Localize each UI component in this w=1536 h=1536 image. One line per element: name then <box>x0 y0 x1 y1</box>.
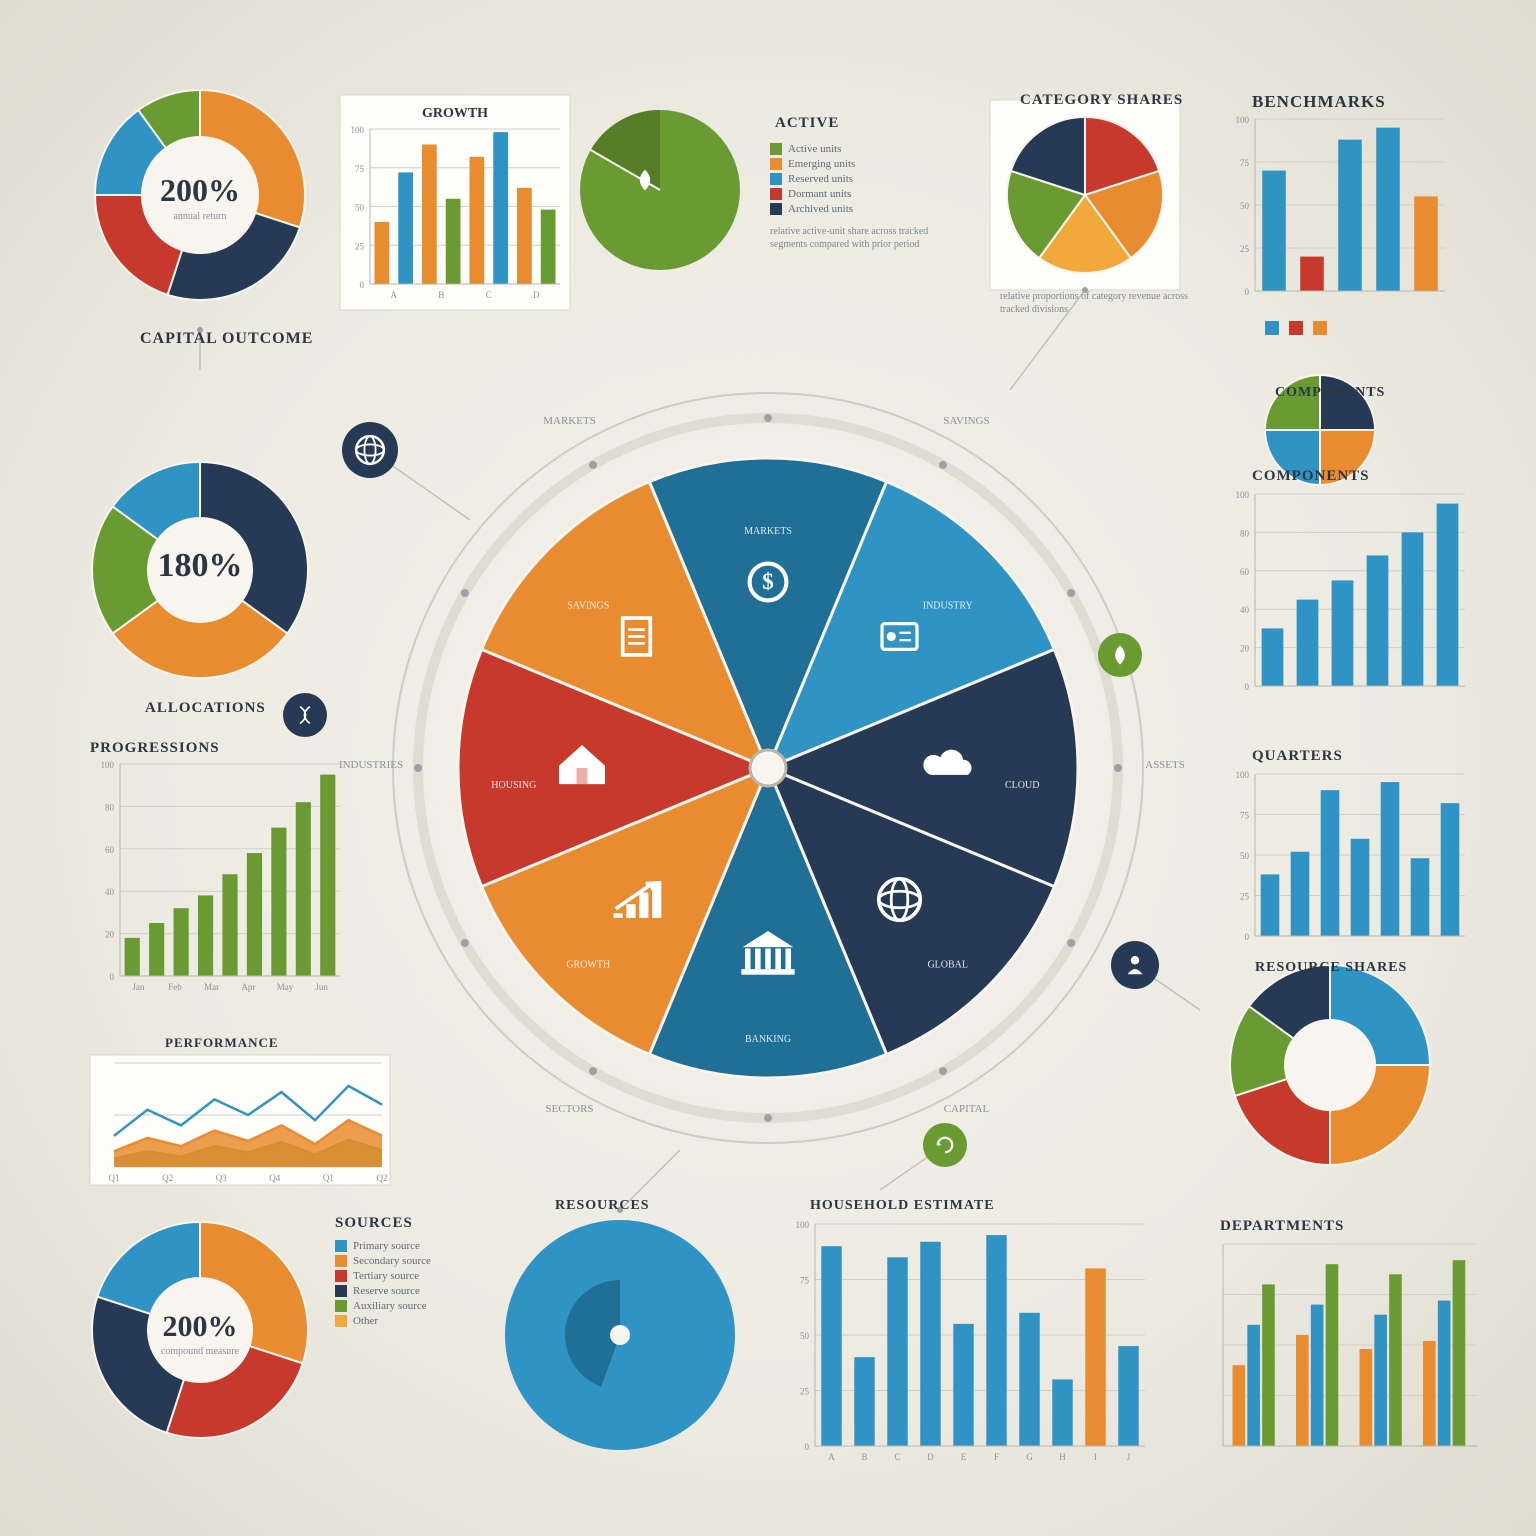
svg-text:20: 20 <box>105 930 115 940</box>
svg-text:75: 75 <box>1240 811 1250 821</box>
svg-text:20: 20 <box>1240 644 1250 654</box>
svg-text:HOUSING: HOUSING <box>491 780 536 791</box>
svg-text:GLOBAL: GLOBAL <box>927 960 968 971</box>
svg-text:100: 100 <box>351 125 365 135</box>
legend-title: SOURCES <box>335 1215 431 1232</box>
dashboard-infographic: HOUSING SAVINGS $ MARKETS INDUSTRY CLOUD GLOBA… <box>0 0 1536 1536</box>
svg-text:D: D <box>927 1452 934 1462</box>
donut-tl-caption: CAPITAL OUTCOME <box>140 330 313 348</box>
svg-text:0: 0 <box>1245 682 1250 692</box>
line-caption: PERFORMANCE <box>165 1035 279 1051</box>
svg-text:200%: 200% <box>160 172 240 208</box>
svg-text:25: 25 <box>1240 244 1250 254</box>
bars-bm-title: HOUSEHOLD ESTIMATE <box>810 1198 995 1214</box>
svg-text:60: 60 <box>105 845 115 855</box>
svg-text:B: B <box>438 290 444 300</box>
svg-text:F: F <box>994 1452 999 1462</box>
svg-text:0: 0 <box>1245 287 1250 297</box>
svg-text:Q2: Q2 <box>377 1173 388 1183</box>
pie-green-legend: Active unitsEmerging unitsReserved units… <box>770 140 940 251</box>
svg-text:MARKETS: MARKETS <box>543 415 596 427</box>
svg-text:0: 0 <box>360 280 365 290</box>
svg-text:SECTORS: SECTORS <box>545 1103 593 1115</box>
svg-text:25: 25 <box>1240 892 1250 902</box>
svg-text:50: 50 <box>355 203 365 213</box>
svg-text:100: 100 <box>796 1220 810 1230</box>
svg-text:40: 40 <box>1240 605 1250 615</box>
svg-text:50: 50 <box>800 1331 810 1341</box>
donut-br-caption: RESOURCE SHARES <box>1255 960 1407 976</box>
svg-text:B: B <box>861 1452 867 1462</box>
bars-green-title: PROGRESSIONS <box>90 740 220 757</box>
svg-text:SAVINGS: SAVINGS <box>567 600 609 611</box>
pie-right-caption: COMPONENTS <box>1275 385 1385 401</box>
svg-text:Mar: Mar <box>204 982 219 992</box>
svg-text:0: 0 <box>110 972 115 982</box>
svg-text:60: 60 <box>1240 567 1250 577</box>
svg-text:0: 0 <box>1245 932 1250 942</box>
svg-text:C: C <box>486 290 492 300</box>
svg-text:compound measure: compound measure <box>161 1346 240 1357</box>
svg-canvas: HOUSING SAVINGS $ MARKETS INDUSTRY CLOUD GLOBA… <box>0 0 1536 1536</box>
svg-text:50: 50 <box>1240 851 1250 861</box>
svg-text:GROWTH: GROWTH <box>566 960 610 971</box>
svg-text:100: 100 <box>1236 490 1250 500</box>
svg-text:100: 100 <box>1236 115 1250 125</box>
svg-text:Q4: Q4 <box>269 1173 280 1183</box>
svg-text:25: 25 <box>355 241 365 251</box>
svg-text:E: E <box>961 1452 967 1462</box>
svg-text:INDUSTRY: INDUSTRY <box>923 600 973 611</box>
svg-text:Apr: Apr <box>241 982 255 992</box>
svg-text:G: G <box>1026 1452 1033 1462</box>
bars-r1-title: COMPONENTS <box>1252 468 1370 485</box>
svg-text:CAPITAL: CAPITAL <box>944 1103 990 1115</box>
svg-text:MARKETS: MARKETS <box>744 526 792 537</box>
svg-text:A: A <box>828 1452 835 1462</box>
svg-text:INDUSTRIES: INDUSTRIES <box>339 759 403 771</box>
svg-text:100: 100 <box>1236 770 1250 780</box>
svg-text:25: 25 <box>800 1387 810 1397</box>
svg-text:GROWTH: GROWTH <box>422 106 488 121</box>
svg-text:Q2: Q2 <box>162 1173 173 1183</box>
svg-text:40: 40 <box>105 887 115 897</box>
pie-green-caption: ACTIVE <box>775 115 839 132</box>
svg-text:Q1: Q1 <box>323 1173 334 1183</box>
bars-br-title: DEPARTMENTS <box>1220 1218 1344 1235</box>
svg-text:100: 100 <box>101 760 115 770</box>
svg-text:Jan: Jan <box>132 982 144 992</box>
svg-text:ASSETS: ASSETS <box>1145 759 1185 771</box>
svg-text:SAVINGS: SAVINGS <box>943 415 989 427</box>
svg-text:75: 75 <box>355 164 365 174</box>
bars-r2-title: QUARTERS <box>1252 748 1343 765</box>
legend-sources: SOURCES Primary sourceSecondary sourceTe… <box>335 1215 431 1330</box>
svg-text:180%: 180% <box>158 547 243 584</box>
svg-text:D: D <box>533 290 540 300</box>
svg-text:Q1: Q1 <box>109 1173 120 1183</box>
svg-text:A: A <box>391 290 398 300</box>
svg-text:$: $ <box>762 569 774 594</box>
svg-text:J: J <box>1127 1452 1131 1462</box>
svg-text:C: C <box>894 1452 900 1462</box>
svg-text:75: 75 <box>800 1276 810 1286</box>
svg-text:BANKING: BANKING <box>745 1034 791 1045</box>
svg-text:75: 75 <box>1240 158 1250 168</box>
donut-ml-caption: ALLOCATIONS <box>145 700 266 717</box>
svg-text:Feb: Feb <box>168 982 182 992</box>
svg-text:annual return: annual return <box>173 211 226 222</box>
svg-text:0: 0 <box>805 1442 810 1452</box>
svg-text:Jun: Jun <box>315 982 328 992</box>
svg-text:Q3: Q3 <box>216 1173 227 1183</box>
svg-text:CLOUD: CLOUD <box>1005 780 1039 791</box>
svg-text:May: May <box>277 982 294 992</box>
svg-text:80: 80 <box>105 802 115 812</box>
bars-tr-title: BENCHMARKS <box>1252 92 1386 112</box>
pie-blue-caption: RESOURCES <box>555 1198 650 1214</box>
svg-text:I: I <box>1094 1452 1097 1462</box>
pie-top-note: relative proportions of category revenue… <box>1000 290 1190 316</box>
svg-text:50: 50 <box>1240 201 1250 211</box>
svg-text:80: 80 <box>1240 528 1250 538</box>
svg-text:200%: 200% <box>163 1310 238 1343</box>
pie-top-caption: CATEGORY SHARES <box>1020 92 1183 109</box>
svg-text:H: H <box>1059 1452 1066 1462</box>
